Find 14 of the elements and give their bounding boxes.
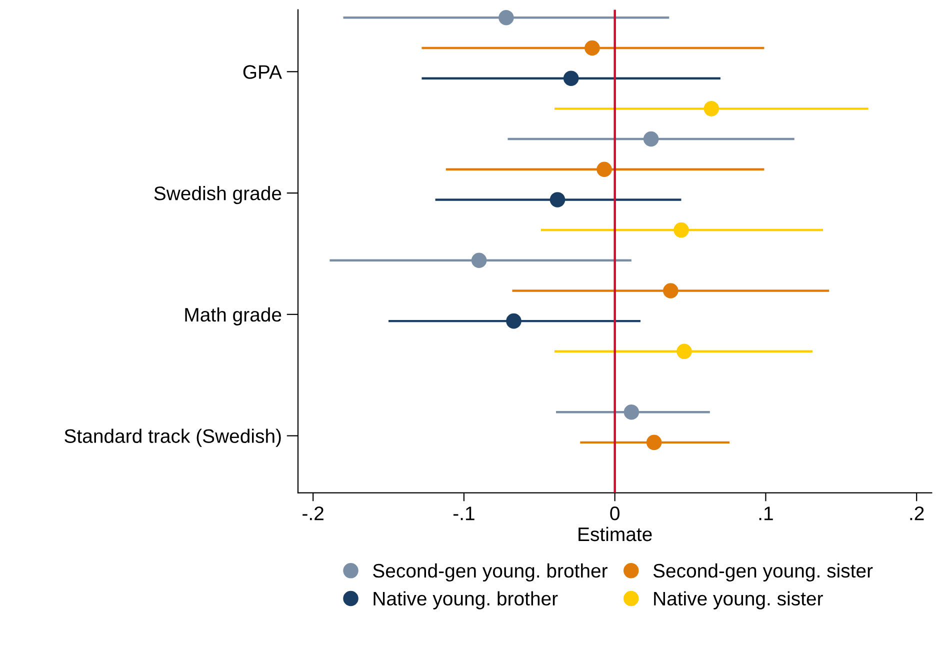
legend-label: Second-gen young. brother [373, 563, 608, 582]
x-tick-label: -.2 [302, 506, 324, 520]
x-axis-title: Estimate [578, 526, 652, 542]
legend-label: Native young. sister [654, 591, 823, 610]
y-tick-label: GPA [243, 65, 282, 79]
y-tick-label: Swedish grade [154, 186, 282, 204]
x-tick-label: -.1 [453, 506, 474, 520]
y-tick-label: Math grade [185, 307, 282, 326]
x-tick-label: 0 [610, 506, 620, 520]
x-tick-label: .2 [910, 506, 924, 520]
legend-label: Native young. brother [374, 591, 558, 610]
y-tick-label: Standard track (Swedish) [64, 428, 281, 447]
legend-label: Second-gen young. sister [653, 563, 873, 582]
x-tick-label: .1 [759, 506, 773, 520]
